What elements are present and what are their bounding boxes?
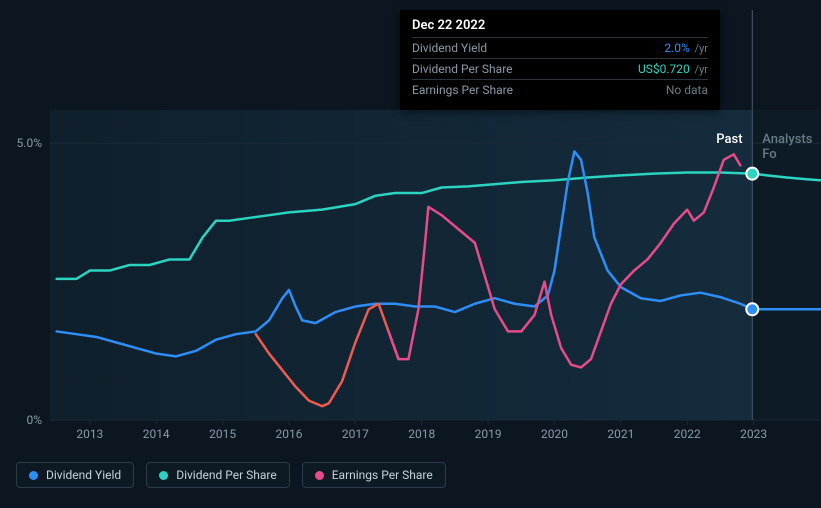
svg-text:2023: 2023 [740, 427, 767, 441]
tooltip-row-value: No data [666, 83, 708, 97]
tooltip-row-label: Dividend Per Share [412, 62, 513, 76]
svg-text:2014: 2014 [143, 427, 170, 441]
tooltip-row-label: Dividend Yield [412, 41, 487, 55]
svg-text:2022: 2022 [674, 427, 701, 441]
tooltip-row-label: Earnings Per Share [412, 83, 513, 97]
svg-text:5.0%: 5.0% [17, 136, 43, 150]
legend-dot-icon [159, 471, 168, 480]
legend-item-label: Dividend Per Share [176, 468, 277, 482]
tooltip-row: Dividend Per Share US$0.720 /yr [412, 58, 708, 79]
svg-text:2015: 2015 [209, 427, 236, 441]
svg-text:0%: 0% [26, 413, 42, 427]
legend-dot-icon [29, 471, 38, 480]
svg-text:2019: 2019 [475, 427, 502, 441]
legend-item-earnings-per-share[interactable]: Earnings Per Share [302, 462, 446, 488]
svg-text:2021: 2021 [607, 427, 634, 441]
legend-dot-icon [315, 471, 324, 480]
tooltip-row-value: US$0.720 /yr [638, 62, 708, 76]
legend-item-label: Dividend Yield [46, 468, 121, 482]
legend-item-dividend-yield[interactable]: Dividend Yield [16, 462, 134, 488]
chart-legend: Dividend Yield Dividend Per Share Earnings… [16, 462, 446, 488]
svg-text:2020: 2020 [541, 427, 568, 441]
tooltip-row-value: 2.0% /yr [664, 41, 708, 55]
svg-text:2016: 2016 [275, 427, 302, 441]
tooltip-date: Dec 22 2022 [412, 18, 708, 37]
legend-item-dividend-per-share[interactable]: Dividend Per Share [146, 462, 290, 488]
forecast-label: Analysts Fo [762, 132, 821, 162]
svg-text:2018: 2018 [408, 427, 435, 441]
tooltip-row: Dividend Yield 2.0% /yr [412, 37, 708, 58]
chart-tooltip: Dec 22 2022 Dividend Yield2.0% /yrDivide… [400, 10, 720, 110]
legend-item-label: Earnings Per Share [332, 468, 433, 482]
tooltip-row: Earnings Per Share No data [412, 79, 708, 100]
past-label: Past [716, 132, 742, 147]
dividend-chart: 0% 5.0% 2013 2014 2015 2016 2017 2018 2019 2020 20… [0, 0, 821, 508]
svg-text:2013: 2013 [76, 427, 103, 441]
svg-text:2017: 2017 [342, 427, 369, 441]
